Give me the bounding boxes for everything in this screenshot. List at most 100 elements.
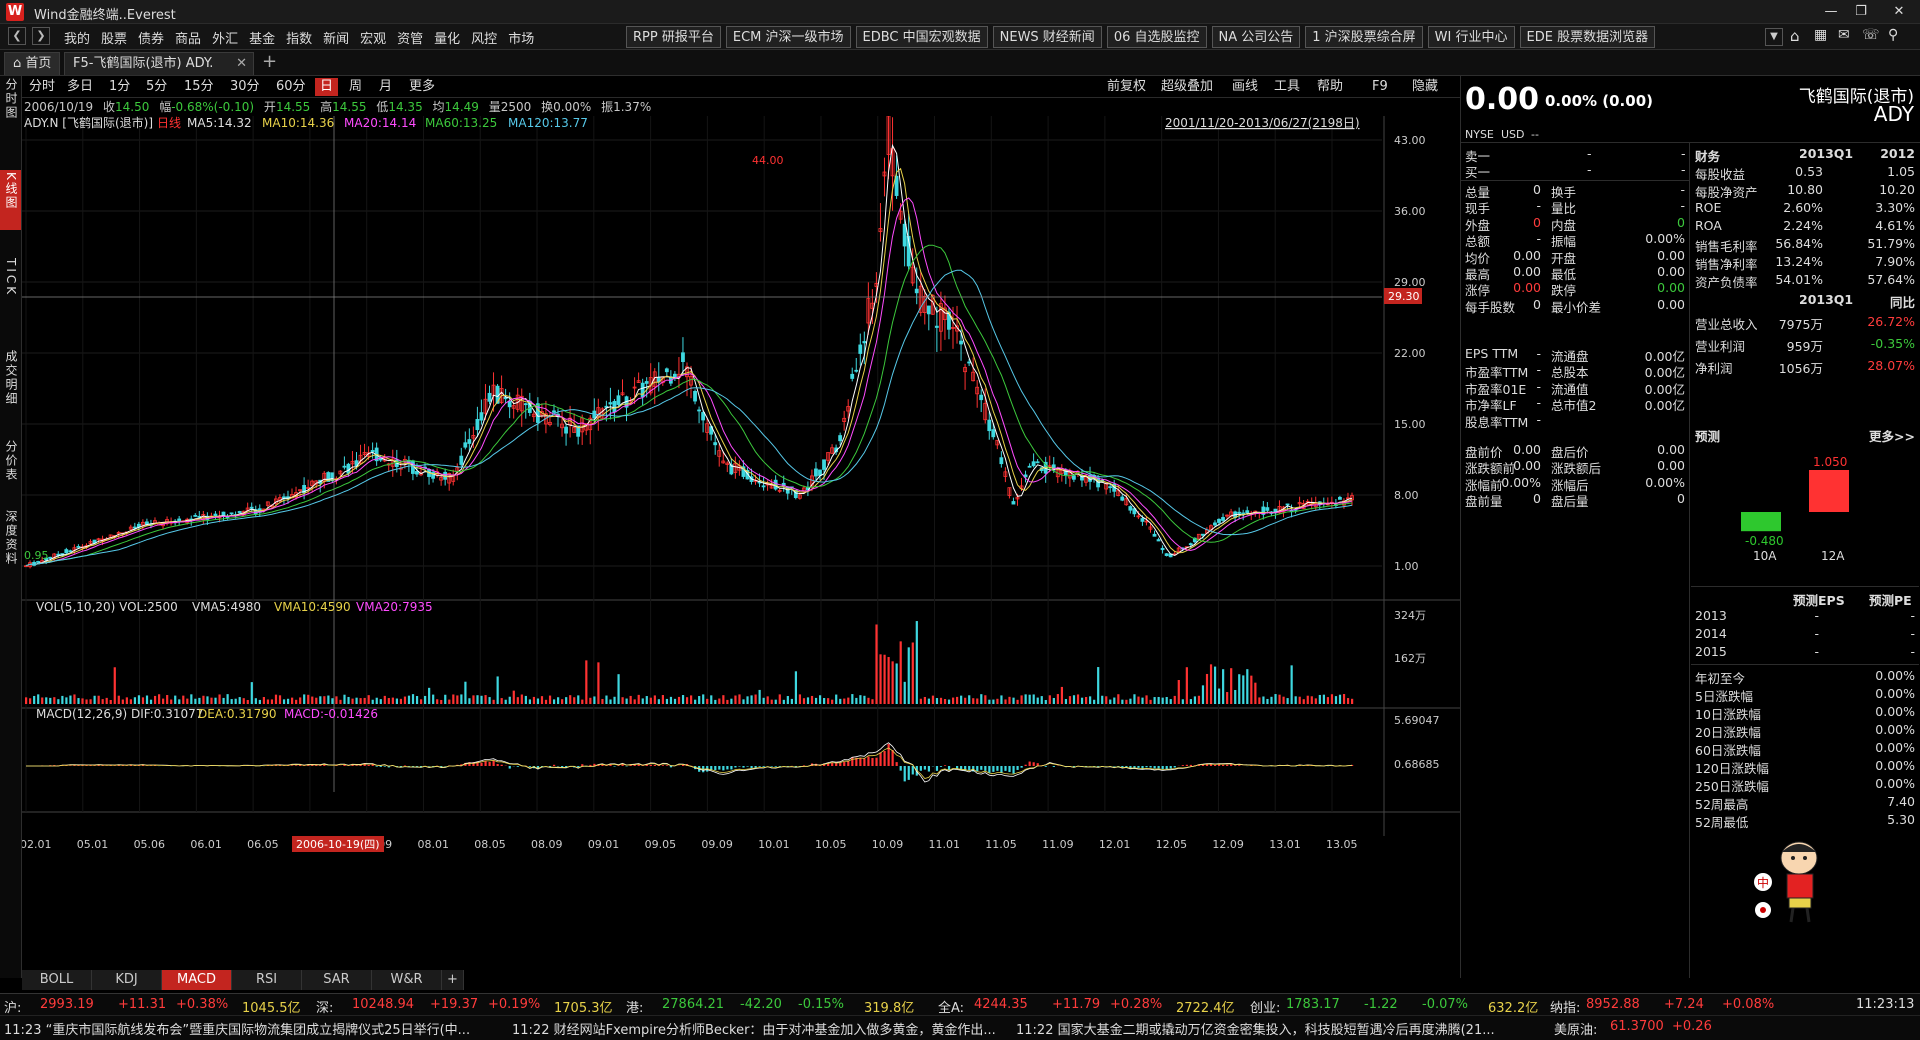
nav-kline[interactable]: K线图 [0, 170, 21, 230]
legend-ma60: MA60:13.25 [425, 116, 497, 130]
nav-trades[interactable]: 成交明细 [0, 348, 21, 424]
volume-bar [508, 696, 511, 704]
forecast-pe: - [1910, 608, 1915, 623]
period-button[interactable]: 1分 [109, 79, 131, 94]
tool-button[interactable]: 帮助 [1317, 79, 1344, 94]
menu-item[interactable]: 债券 [138, 32, 165, 47]
candle-body [431, 471, 435, 479]
news-item[interactable]: 11:22 国家大基金二期或撬动万亿资金密集投入，科技股短暂遇冷后再度沸腾(21… [1016, 1023, 1495, 1038]
forward-arrow-icon[interactable]: ❯ [32, 27, 50, 45]
period-button[interactable]: 分时 [29, 79, 56, 94]
menu-item[interactable]: 新闻 [323, 32, 350, 47]
home-icon[interactable]: ⌂ [1790, 27, 1800, 45]
quick-tab[interactable]: RPP 研报平台 [626, 26, 721, 48]
quick-tab[interactable]: 1 沪深股票综合屏 [1305, 26, 1423, 48]
period-button[interactable]: 30分 [230, 79, 260, 94]
crosshair-price: 29.30 [1388, 290, 1420, 303]
nav-tick[interactable]: TICK [0, 256, 21, 334]
candle-body [1156, 539, 1161, 542]
macd-bar [1169, 766, 1172, 769]
period-button[interactable]: 60分 [276, 79, 306, 94]
volume-bar [690, 695, 693, 704]
volume-bar [528, 699, 531, 704]
macd-bar [577, 766, 580, 768]
macd-bar [411, 766, 415, 767]
menu-item[interactable]: 外汇 [212, 32, 239, 47]
menu-item[interactable]: 我的 [64, 32, 91, 47]
period-button[interactable]: 多日 [67, 79, 94, 94]
finance-label: ROA [1695, 218, 1722, 233]
grid-icon[interactable]: ▦ [1814, 27, 1828, 43]
quick-tab[interactable]: EDE 股票数据浏览器 [1519, 26, 1656, 48]
kline-chart[interactable]: ADY.N [飞鹤国际(退市)] 日线 MA5:14.32 MA10:14.36… [22, 116, 1460, 970]
indicator-tab[interactable]: BOLL [22, 970, 92, 990]
indicator-tab-selected[interactable]: MACD [162, 970, 232, 990]
close-tab-icon[interactable]: ✕ [236, 56, 247, 71]
quick-tab[interactable]: WI 行业中心 [1427, 26, 1515, 48]
quote-value: 0.00 [1513, 458, 1541, 474]
quick-tab[interactable]: EDBC 中国宏观数据 [855, 26, 988, 48]
volume-bar [730, 698, 733, 704]
menu-item[interactable]: 基金 [249, 32, 276, 47]
dropdown-icon[interactable]: ▼ [1765, 28, 1783, 46]
menu-item[interactable]: 风控 [471, 32, 498, 47]
indicator-tab[interactable]: W&R [372, 970, 442, 990]
tool-button[interactable]: F9 [1372, 79, 1388, 94]
search-icon[interactable]: ⚲ [1888, 27, 1899, 43]
period-button[interactable]: 月 [379, 79, 393, 94]
macd-bar [669, 766, 673, 768]
menu-item[interactable]: 宏观 [360, 32, 387, 47]
volume-bar [718, 698, 721, 704]
nav-depth[interactable]: 深度资料 [0, 508, 21, 584]
macd-bar [476, 761, 479, 766]
forecast-more-link[interactable]: 更多>> [1869, 429, 1915, 444]
menu-item[interactable]: 商品 [175, 32, 202, 47]
menu-item[interactable]: 量化 [434, 32, 461, 47]
period-button[interactable]: 15分 [184, 79, 214, 94]
macd-bar [1149, 766, 1152, 768]
quick-tab[interactable]: ECM 沪深一级市场 [725, 26, 851, 48]
back-arrow-icon[interactable]: ❮ [8, 27, 26, 45]
macd-bar [85, 765, 88, 766]
period-button[interactable]: 更多 [409, 79, 436, 94]
chat-icon[interactable]: ✉ [1838, 27, 1850, 43]
indicator-tab[interactable]: KDJ [92, 970, 162, 990]
restore-icon[interactable]: ❐ [1855, 4, 1867, 19]
indicator-tab[interactable]: RSI [232, 970, 302, 990]
quick-tab[interactable]: 06 自选股监控 [1106, 26, 1207, 48]
tool-button[interactable]: 工具 [1274, 79, 1301, 94]
headset-icon[interactable]: ☏ [1862, 27, 1880, 43]
finance-value: 28.07% [1867, 358, 1915, 373]
menu-item[interactable]: 股票 [101, 32, 128, 47]
tab-home[interactable]: ⌂ 首页 [4, 52, 61, 75]
tab-active-security[interactable]: F5-飞鹤国际(退市) ADY. ✕ [64, 52, 254, 75]
period-button[interactable]: 5分 [146, 79, 168, 94]
tool-button[interactable]: 超级叠加 [1161, 79, 1214, 94]
candle-body [1027, 465, 1032, 468]
quote-label: 涨幅后 [1551, 477, 1589, 493]
indicator-tab[interactable]: SAR [302, 970, 372, 990]
period-button-selected[interactable]: 日 [315, 78, 339, 96]
news-item[interactable]: 11:22 财经网站Fxempire分析师Becker：由于对冲基金加入做多黄金… [512, 1023, 996, 1038]
volume-bar [843, 698, 846, 704]
close-icon[interactable]: ✕ [1893, 4, 1905, 19]
add-indicator-icon[interactable]: + [442, 970, 464, 990]
candle-body [447, 472, 452, 484]
menu-item[interactable]: 指数 [286, 32, 313, 47]
menu-item[interactable]: 市场 [508, 32, 535, 47]
minimize-icon[interactable]: — [1824, 4, 1838, 19]
quick-tab[interactable]: NA 公司公告 [1211, 26, 1301, 48]
tool-button[interactable]: 隐藏 [1412, 79, 1439, 94]
news-item[interactable]: 11:23 “重庆市国际航线发布会”暨重庆国际物流集团成立揭牌仪式25日举行(中… [4, 1023, 471, 1038]
nav-price-table[interactable]: 分价表 [0, 438, 21, 496]
period-button[interactable]: 周 [349, 79, 363, 94]
quick-tab[interactable]: NEWS 财经新闻 [992, 26, 1102, 48]
tool-button[interactable]: 画线 [1232, 79, 1259, 94]
nav-intraday[interactable]: 分时图 [0, 76, 21, 140]
tool-button[interactable]: 前复权 [1107, 79, 1147, 94]
menu-item[interactable]: 资管 [397, 32, 424, 47]
quote-label: 涨跌额后 [1551, 461, 1602, 477]
perf-value: 0.00% [1875, 740, 1915, 755]
candle-body [830, 447, 834, 454]
add-tab-icon[interactable]: + [262, 51, 278, 72]
